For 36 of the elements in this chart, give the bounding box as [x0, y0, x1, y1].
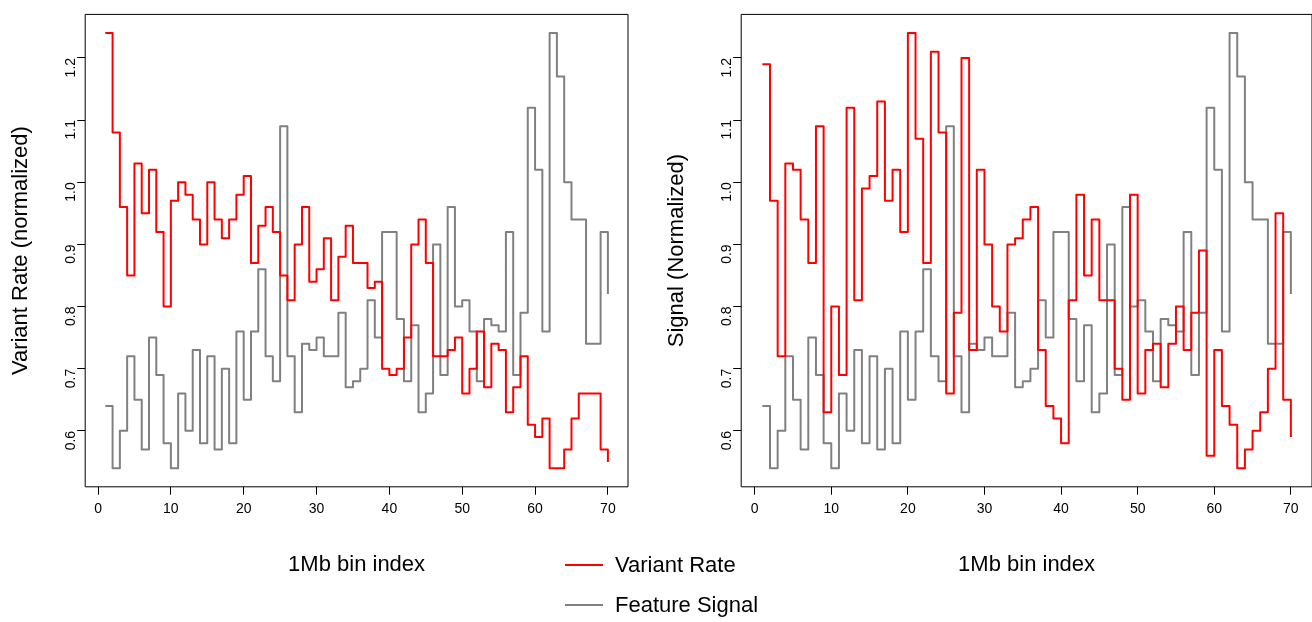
- x-tick-label: 40: [381, 500, 398, 517]
- x-tick-label: 40: [1053, 500, 1070, 517]
- y-tick-label: 0.9: [718, 244, 735, 264]
- x-tick-label: 30: [308, 500, 325, 517]
- x-axis-title: 1Mb bin index: [958, 550, 1096, 576]
- x-axis-title: 1Mb bin index: [288, 550, 426, 576]
- y-tick-label: 0.8: [62, 306, 79, 327]
- y-tick-label: 0.6: [62, 430, 79, 451]
- y-tick-label: 1.1: [718, 119, 735, 140]
- x-tick-label: 10: [823, 500, 840, 517]
- y-tick-label: 0.7: [62, 368, 79, 389]
- x-tick-label: 0: [750, 500, 759, 517]
- x-tick-label: 50: [454, 500, 471, 517]
- x-tick-label: 70: [1283, 500, 1299, 517]
- legend-label: Feature Signal: [615, 592, 759, 618]
- x-tick-label: 60: [1206, 500, 1223, 517]
- legend-label: Variant Rate: [615, 552, 736, 578]
- x-tick-label: 30: [976, 500, 993, 517]
- x-tick-label: 60: [527, 500, 544, 517]
- y-tick-label: 0.6: [718, 430, 735, 451]
- y-tick-label: 1.0: [718, 182, 735, 202]
- y-axis-title: Signal (Normalized): [663, 154, 689, 348]
- x-tick-label: 10: [163, 500, 179, 517]
- x-tick-label: 70: [600, 500, 616, 517]
- y-tick-label: 0.8: [718, 306, 735, 327]
- y-tick-label: 1.0: [62, 182, 79, 202]
- y-tick-label: 0.7: [718, 368, 735, 389]
- x-tick-label: 0: [94, 500, 103, 517]
- y-tick-label: 1.2: [62, 57, 79, 78]
- y-axis-title: Variant Rate (normalized): [7, 126, 33, 376]
- x-tick-label: 50: [1129, 500, 1146, 517]
- y-tick-label: 1.2: [718, 57, 735, 78]
- x-tick-label: 20: [900, 500, 916, 517]
- x-tick-label: 20: [235, 500, 252, 517]
- y-tick-label: 0.9: [62, 244, 79, 264]
- y-tick-label: 1.1: [62, 119, 79, 140]
